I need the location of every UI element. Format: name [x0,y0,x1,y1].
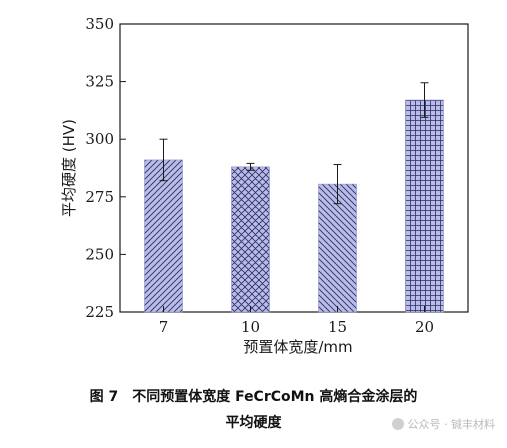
watermark: 公众号 · 铖丰材料 [391,416,496,432]
y-tick-label: 325 [85,73,114,91]
x-tick-label: 10 [241,318,260,336]
bar [231,166,270,313]
y-tick-label: 275 [85,188,114,206]
y-tick-label: 225 [85,303,114,321]
y-tick-label: 250 [85,245,114,263]
y-tick-label: 300 [85,130,114,148]
figure-caption-line-2: 平均硬度 [225,415,282,431]
bar [318,183,357,313]
x-axis-label: 预置体宽度/mm [243,338,352,356]
x-tick-label: 7 [159,318,169,336]
wechat-icon [391,418,404,430]
bar [405,99,444,313]
plot-frame [119,23,469,313]
figure-caption-line-1: 图 7 不同预置体宽度 FeCrCoMn 高熵合金涂层的 [89,389,418,405]
y-tick-label: 350 [85,15,114,33]
bar-chart: 225 250 275 300 325 350 7 10 15 20 平均硬度 (HV) 预置体宽… [60,15,469,356]
bar [144,159,183,313]
x-tick-label: 15 [328,318,347,336]
x-tick-label: 20 [415,318,434,336]
watermark-text: 公众号 · 铖丰材料 [407,418,496,431]
y-axis-label: 平均硬度 (HV) [60,119,78,217]
